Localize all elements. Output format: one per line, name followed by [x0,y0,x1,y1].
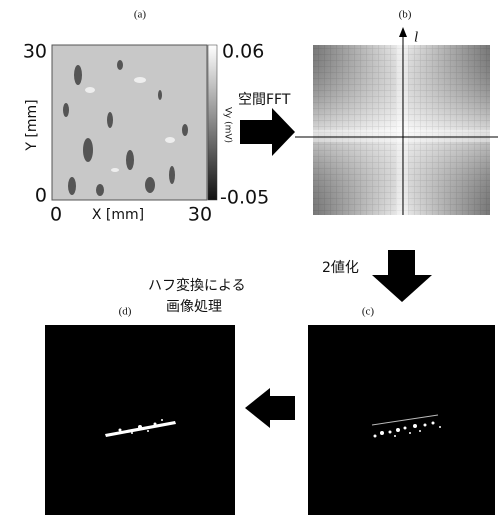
hough-image [45,325,235,515]
panel-label: (c) [362,306,375,318]
panel-label: (d) [119,306,132,318]
figure: (a) 0.06 -0.05 Vy (mV) 30 0 Y [mm] 0 X [… [0,0,498,516]
panel-label: (b) [399,9,412,21]
binary-image [308,325,495,515]
step-label: 空間FFT [238,92,291,108]
arrow-left [245,388,295,428]
arrow-down [372,250,432,302]
fft-image [313,45,490,215]
step-label: ハフ変換による [148,277,246,294]
colorbar-min: -0.05 [220,187,269,209]
colorbar [208,45,217,200]
step-label: 2値化 [322,260,359,276]
axis-arrowhead [399,27,407,37]
x-axis-title: X [mm] [92,207,144,223]
x-tick-label: 30 [188,204,212,226]
colorbar-title: Vy (mV) [223,107,233,143]
arrow-right [240,108,295,156]
axis-label: l [414,29,418,45]
y-axis-title: Y [mm] [24,99,40,151]
step-label: 画像処理 [166,299,222,315]
y-tick-label: 0 [35,185,47,207]
y-tick-label: 30 [23,41,47,63]
x-tick-label: 0 [50,204,62,226]
field-map [52,45,207,200]
fft-band [396,45,408,215]
panel-label: (a) [134,9,147,21]
colorbar-max: 0.06 [222,41,264,63]
